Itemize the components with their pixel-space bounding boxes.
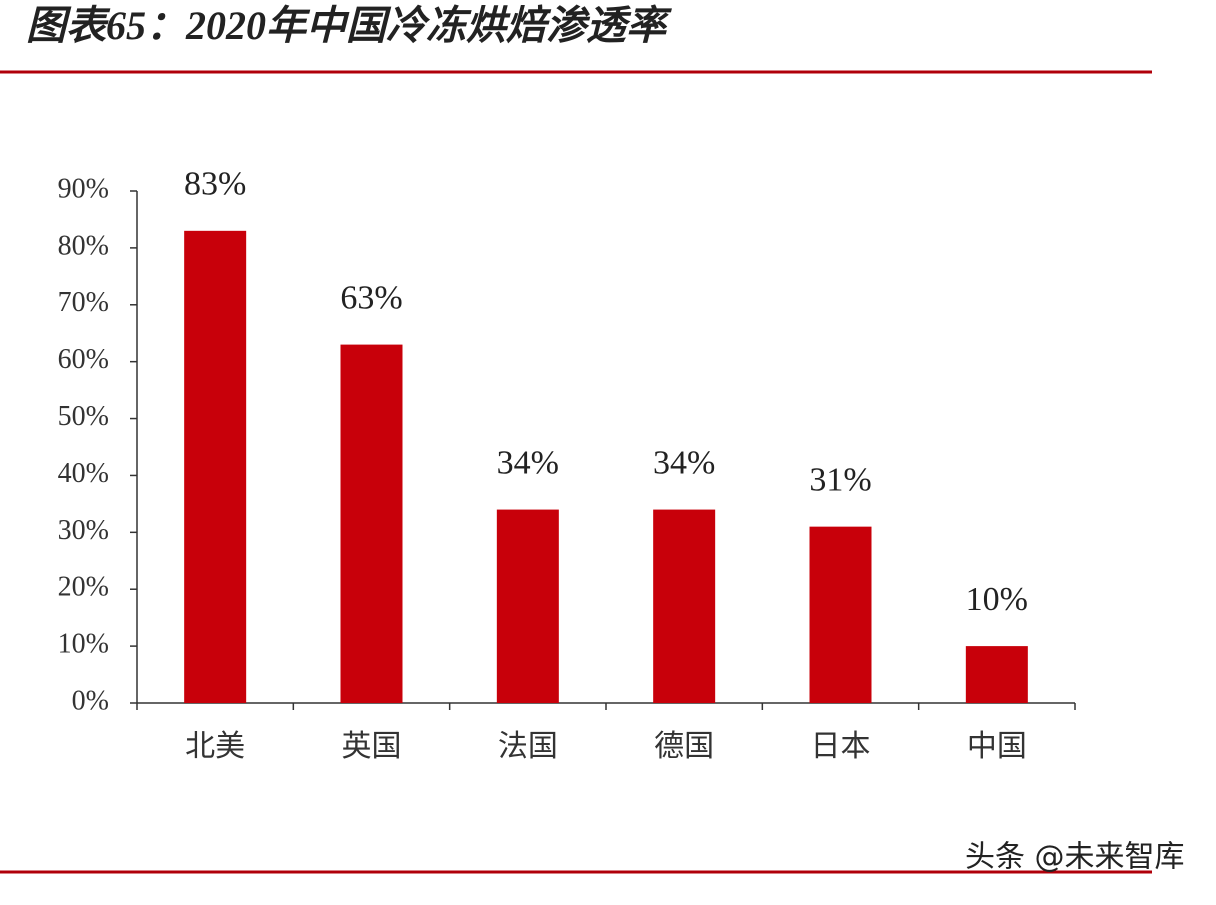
bar (965, 646, 1028, 703)
y-tick-label: 50% (58, 401, 109, 432)
y-tick-label: 30% (58, 515, 109, 546)
y-tick-label: 70% (58, 287, 109, 318)
bar (496, 509, 559, 703)
y-tick-label: 10% (58, 629, 109, 660)
y-tick-label: 90% (58, 173, 109, 204)
x-tick-label: 中国 (967, 730, 1027, 763)
bar (340, 344, 403, 703)
x-tick-label: 法国 (498, 730, 558, 763)
y-tick-label: 80% (58, 230, 109, 261)
y-tick-label: 20% (58, 572, 109, 603)
value-label: 63% (340, 279, 402, 316)
value-label: 10% (966, 581, 1028, 618)
y-tick-label: 0% (72, 685, 109, 716)
x-tick-label: 德国 (654, 730, 714, 763)
chart-title: 图表65：2020年中国冷冻烘焙渗透率 (26, 3, 672, 48)
value-label: 34% (497, 444, 559, 481)
value-label: 31% (809, 461, 871, 498)
x-tick-label: 日本 (811, 730, 871, 763)
value-label: 83% (184, 166, 246, 203)
watermark: 头条 @未来智库 (965, 840, 1185, 875)
bar (653, 509, 716, 703)
value-label: 34% (653, 444, 715, 481)
bar (184, 230, 247, 704)
bar (809, 526, 872, 703)
x-tick-label: 英国 (342, 730, 402, 763)
y-tick-label: 40% (58, 458, 109, 489)
x-tick-label: 北美 (185, 730, 245, 763)
y-tick-label: 60% (58, 344, 109, 375)
